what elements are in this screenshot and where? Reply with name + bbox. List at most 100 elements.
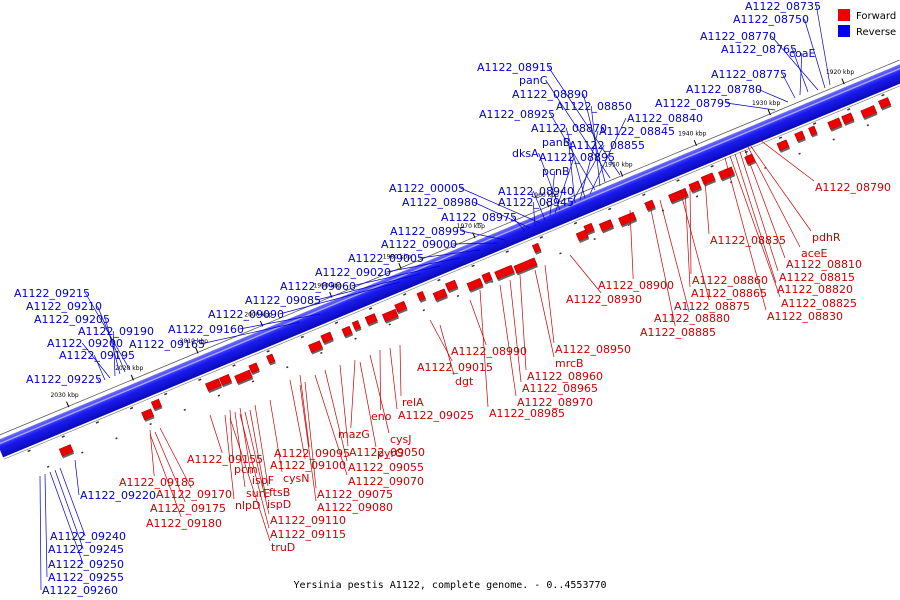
- reverse-gene-label: A1122_09215: [14, 287, 90, 300]
- reverse-leader: [569, 144, 605, 207]
- forward-gene-label: A1122_09110: [270, 514, 346, 527]
- forward-gene-label: A1122_09100: [270, 459, 346, 472]
- forward-leader: [369, 354, 390, 434]
- gene-shadow: [691, 188, 702, 194]
- gene-shadow: [385, 316, 400, 324]
- gene-shadow: [355, 327, 362, 332]
- reverse-gene-label: A1122_09060: [280, 280, 356, 293]
- gene-forward: [718, 166, 735, 181]
- track-mark: [149, 422, 152, 426]
- reverse-leader: [44, 473, 48, 578]
- reverse-leader: [200, 321, 301, 345]
- track-mark: [505, 250, 509, 253]
- scale-tick: [130, 374, 134, 381]
- forward-leader: [254, 404, 269, 487]
- tick-label: 1950 kbp: [604, 161, 632, 168]
- forward-gene-label: eno: [371, 410, 392, 423]
- reverse-gene-label: A1122_08975: [441, 211, 517, 224]
- reverse-leader: [532, 201, 536, 227]
- legend-forward-label: Forward: [856, 11, 896, 22]
- forward-leader: [224, 414, 235, 500]
- track-mark: [27, 449, 31, 453]
- forward-leader: [339, 364, 349, 447]
- track-mark: [593, 237, 596, 241]
- reverse-gene-label: A1122_09165: [129, 338, 205, 351]
- gene-shadow: [497, 272, 516, 282]
- track-mark: [95, 421, 100, 424]
- reverse-leader: [545, 79, 611, 179]
- legend-forward-swatch: [838, 9, 850, 21]
- scale-tick: [398, 263, 402, 269]
- track-mark: [710, 164, 714, 168]
- forward-gene-label: A1122_08950: [555, 343, 631, 356]
- forward-gene-label: A1122_09070: [348, 475, 424, 488]
- forward-leader: [469, 299, 487, 346]
- forward-gene-label: aceE: [801, 247, 828, 260]
- forward-gene-label: A1122_09050: [349, 446, 425, 459]
- reverse-gene-label: A1122_08855: [569, 139, 645, 152]
- forward-leader: [304, 381, 317, 489]
- gene-shadow: [251, 370, 260, 376]
- reverse-gene-label: panC: [519, 74, 548, 87]
- reverse-leader: [583, 93, 606, 183]
- reverse-gene-label: A1122_08845: [599, 125, 675, 138]
- reverse-leader: [49, 471, 84, 565]
- gene-shadow: [602, 226, 615, 234]
- gene-shadow: [397, 308, 408, 315]
- reverse-leader: [105, 318, 121, 375]
- reverse-gene-label: A1122_09200: [47, 337, 123, 350]
- reverse-gene-label: A1122_09245: [48, 543, 124, 556]
- reverse-gene-label: A1122_09160: [168, 323, 244, 336]
- reverse-leader: [532, 190, 546, 221]
- track-mark: [471, 264, 475, 268]
- track-mark: [559, 252, 562, 255]
- track-mark: [354, 337, 357, 340]
- gene-shadow: [830, 125, 843, 132]
- forward-gene-label: A1122_09185: [119, 476, 195, 489]
- reverse-leader: [473, 201, 531, 229]
- forward-gene-label: A1122_08885: [640, 326, 716, 339]
- gene-shadow: [881, 104, 892, 111]
- forward-gene-label: A1122_09155: [187, 453, 263, 466]
- track-mark: [129, 406, 134, 410]
- forward-gene-label: A1122_09180: [146, 517, 222, 530]
- gene-shadow: [344, 333, 354, 339]
- forward-leader: [519, 274, 527, 371]
- gene-shadow: [208, 385, 223, 394]
- reverse-leader: [97, 305, 126, 373]
- forward-gene-label: mazG: [338, 428, 370, 441]
- forward-leader: [704, 179, 710, 235]
- forward-gene-label: A1122_08790: [815, 181, 891, 194]
- forward-gene-label: nlpD: [235, 499, 260, 512]
- backbone-lower: [3, 82, 900, 460]
- reverse-gene-label: A1122_09260: [42, 584, 118, 597]
- gene-forward: [841, 112, 855, 125]
- tick-label: 1920 kbp: [826, 69, 854, 76]
- tick-label: 1930 kbp: [752, 100, 780, 107]
- gene-shadow: [844, 120, 855, 126]
- reverse-gene-label: A1122_09225: [26, 373, 102, 386]
- forward-gene-label: surE: [246, 487, 270, 500]
- track-mark: [266, 349, 270, 353]
- gene-shadow: [323, 339, 334, 346]
- scale-tick: [619, 170, 624, 177]
- reverse-gene-label: A1122_09005: [348, 252, 424, 265]
- reverse-leader: [74, 459, 80, 496]
- reverse-gene-label: A1122_08895: [539, 151, 615, 164]
- forward-gene-label: A1122_08820: [777, 283, 853, 296]
- forward-leader: [499, 284, 517, 397]
- reverse-gene-label: A1122_08775: [711, 68, 787, 81]
- forward-leader: [249, 409, 267, 499]
- gene-shadow: [368, 320, 379, 327]
- reverse-labels: A1122_08735A1122_08750A1122_08770A1122_0…: [14, 0, 821, 597]
- gene-forward: [466, 277, 484, 292]
- scale-ticks: [66, 78, 845, 408]
- reverse-gene-label: A1122_09020: [315, 266, 391, 279]
- forward-gene-label: ispF: [252, 474, 274, 487]
- forward-leaders: [149, 139, 815, 542]
- forward-gene-label: A1122_08930: [566, 293, 642, 306]
- forward-gene-label: pyrG: [377, 447, 404, 460]
- gene-forward: [416, 290, 426, 302]
- gene-shadow: [469, 285, 484, 293]
